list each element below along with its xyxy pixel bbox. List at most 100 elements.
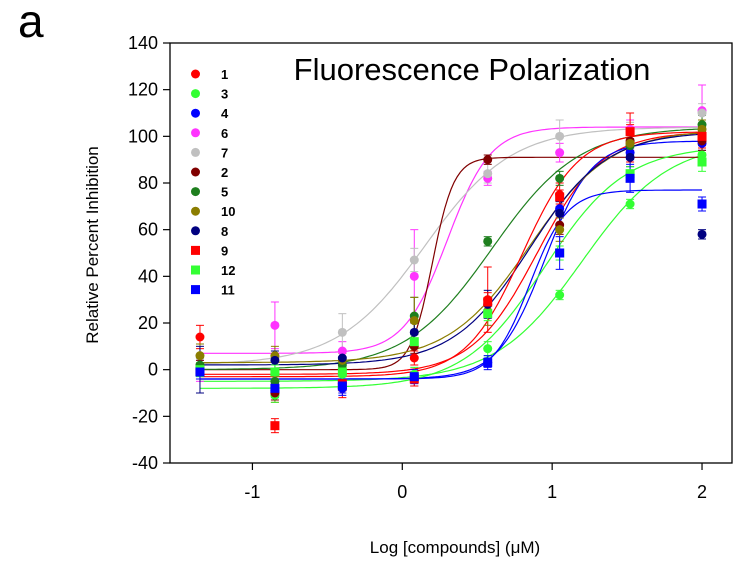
legend-item-5: 5: [191, 185, 228, 200]
point-series-12: [409, 337, 419, 347]
point-series-8: [409, 327, 419, 337]
legend-label: 5: [221, 185, 228, 200]
point-series-7: [337, 327, 347, 337]
point-series-3: [483, 344, 493, 354]
panel-letter: a: [18, 0, 44, 47]
point-series-2: [483, 155, 493, 165]
legend-marker: [191, 187, 200, 197]
legend-item-10: 10: [191, 204, 235, 219]
point-series-10: [555, 225, 565, 235]
legend-item-3: 3: [191, 87, 228, 102]
legend-label: 6: [221, 126, 228, 141]
legend-label: 2: [221, 165, 228, 180]
y-tick-label: 40: [138, 266, 158, 286]
legend-label: 1: [221, 67, 228, 82]
point-series-7: [555, 131, 565, 141]
fit-curve-9: [200, 131, 702, 378]
plot-frame: [169, 42, 733, 464]
point-series-9: [483, 297, 493, 307]
point-series-11: [270, 383, 280, 393]
point-series-6: [270, 320, 280, 330]
fit-curves: [199, 126, 703, 389]
point-series-10: [625, 138, 635, 148]
legend-label: 4: [221, 106, 229, 121]
y-tick-label: 0: [148, 360, 158, 380]
legend-marker: [191, 226, 200, 236]
x-tick-label: 2: [697, 482, 707, 502]
point-series-11: [555, 248, 565, 258]
point-series-12: [270, 367, 280, 377]
point-series-10: [409, 316, 419, 326]
legend-label: 8: [221, 224, 228, 239]
fit-curve-2: [200, 156, 702, 371]
y-tick-label: 100: [128, 126, 158, 146]
legend-marker: [191, 265, 200, 275]
legend-label: 9: [221, 243, 228, 258]
legend-marker: [191, 167, 200, 177]
point-series-12: [337, 367, 347, 377]
legend-item-6: 6: [191, 126, 228, 141]
point-series-7: [697, 108, 707, 118]
legend-marker: [191, 147, 200, 157]
x-axis-label: Log [compounds] (μM): [370, 538, 540, 557]
point-series-5: [270, 376, 280, 386]
point-series-11: [195, 367, 205, 377]
x-tick-label: -1: [244, 482, 260, 502]
point-series-11: [337, 381, 347, 391]
legend-label: 10: [221, 204, 235, 219]
point-series-12: [697, 157, 707, 167]
point-series-8: [337, 353, 347, 363]
y-tick-label: 20: [138, 313, 158, 333]
legend-label: 7: [221, 145, 228, 160]
legend-marker: [191, 285, 200, 295]
point-series-11: [409, 372, 419, 382]
point-series-8: [270, 355, 280, 365]
legend-item-8: 8: [191, 224, 228, 239]
legend-marker: [191, 69, 200, 79]
point-series-12: [625, 169, 635, 179]
chart-title: Fluorescence Polarization: [294, 52, 651, 87]
x-tick-label: 1: [547, 482, 557, 502]
fit-curve-3: [200, 154, 703, 382]
y-tick-label: -40: [132, 453, 158, 473]
point-series-5: [555, 173, 565, 183]
point-series-11: [483, 358, 493, 368]
legend-item-7: 7: [191, 145, 228, 160]
legend-marker: [191, 206, 200, 216]
point-series-9: [270, 421, 280, 431]
legend: 1 3 4 6 7 2 5 10 8 9 12 11: [191, 67, 235, 298]
y-tick-label: 60: [138, 220, 158, 240]
fit-curve-6: [200, 126, 702, 354]
point-series-7: [483, 169, 493, 179]
legend-item-11: 11: [191, 283, 235, 298]
fit-curve-11: [200, 189, 702, 380]
legend-marker: [191, 245, 200, 255]
point-series-6: [337, 346, 347, 356]
point-series-7: [409, 255, 419, 265]
legend-marker: [191, 89, 200, 99]
data-points: [195, 106, 707, 431]
fit-curve-12: [200, 150, 703, 389]
fit-curve-7: [199, 126, 702, 365]
point-series-1: [195, 332, 205, 342]
point-series-9: [697, 131, 707, 141]
y-tick-label: 140: [128, 33, 158, 53]
point-series-9: [625, 127, 635, 137]
point-series-8: [555, 208, 565, 218]
point-series-12: [483, 309, 493, 319]
legend-item-12: 12: [191, 263, 235, 278]
point-series-8: [625, 152, 635, 162]
point-series-3: [697, 150, 707, 160]
legend-label: 12: [221, 263, 235, 278]
point-series-10: [195, 351, 205, 361]
legend-item-1: 1: [191, 67, 228, 82]
legend-label: 3: [221, 87, 228, 102]
y-tick-label: 120: [128, 80, 158, 100]
legend-item-2: 2: [191, 165, 228, 180]
legend-marker: [191, 108, 200, 118]
legend-marker: [191, 128, 200, 138]
point-series-6: [555, 148, 565, 158]
point-series-5: [483, 236, 493, 246]
